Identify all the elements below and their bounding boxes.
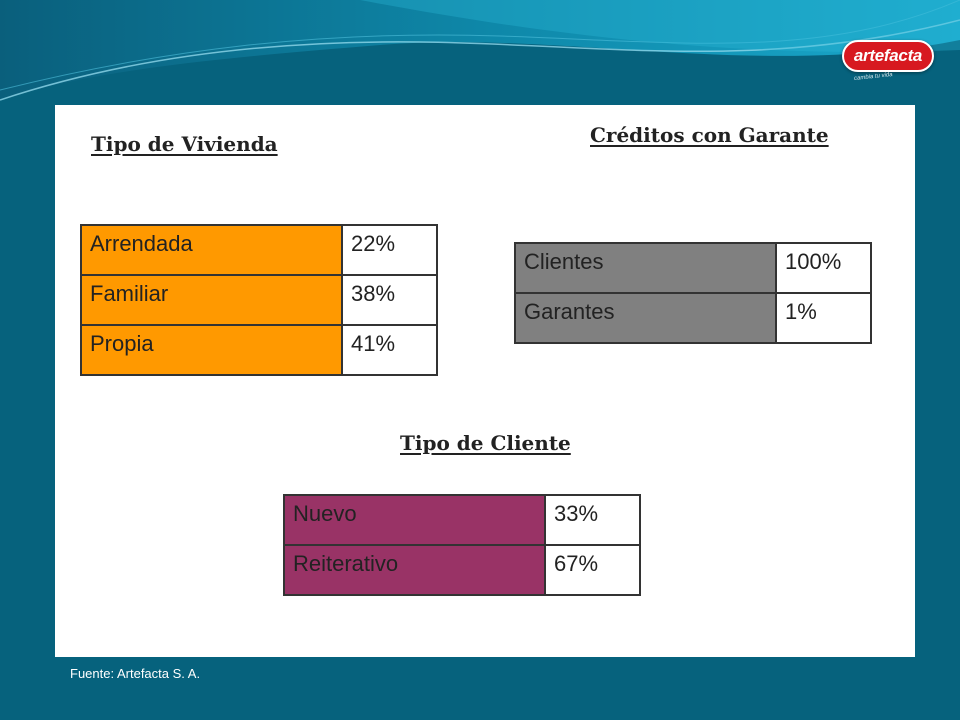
table-row: Reiterativo 67%	[283, 544, 641, 596]
table-row: Arrendada 22%	[80, 224, 438, 276]
vivienda-value-familiar: 38%	[341, 274, 438, 326]
header-wave-decoration	[0, 0, 960, 120]
cliente-value-reiterativo: 67%	[544, 544, 641, 596]
logo-tagline: cambia tu vida	[853, 71, 893, 83]
vivienda-label-familiar: Familiar	[80, 274, 343, 326]
vivienda-label-propia: Propia	[80, 324, 343, 376]
vivienda-value-propia: 41%	[341, 324, 438, 376]
content-panel: Tipo de Vivienda Arrendada 22% Familiar …	[55, 105, 915, 657]
garante-label-garantes: Garantes	[514, 292, 777, 344]
vivienda-label-arrendada: Arrendada	[80, 224, 343, 276]
cliente-label-reiterativo: Reiterativo	[283, 544, 546, 596]
cliente-value-nuevo: 33%	[544, 494, 641, 546]
garante-table: Clientes 100% Garantes 1%	[514, 242, 872, 344]
vivienda-table: Arrendada 22% Familiar 38% Propia 41%	[80, 224, 438, 376]
cliente-title: Tipo de Cliente	[400, 431, 571, 455]
artefacta-logo: artefacta cambia tu vida	[842, 36, 934, 86]
logo-text: artefacta	[842, 40, 934, 72]
table-row: Garantes 1%	[514, 292, 872, 344]
vivienda-value-arrendada: 22%	[341, 224, 438, 276]
garante-title: Créditos con Garante	[590, 123, 829, 147]
source-footnote: Fuente: Artefacta S. A.	[70, 666, 201, 681]
cliente-table: Nuevo 33% Reiterativo 67%	[283, 494, 641, 596]
table-row: Familiar 38%	[80, 274, 438, 326]
table-row: Nuevo 33%	[283, 494, 641, 546]
table-row: Clientes 100%	[514, 242, 872, 294]
table-row: Propia 41%	[80, 324, 438, 376]
vivienda-title: Tipo de Vivienda	[91, 132, 278, 156]
garante-value-clientes: 100%	[775, 242, 872, 294]
cliente-label-nuevo: Nuevo	[283, 494, 546, 546]
garante-label-clientes: Clientes	[514, 242, 777, 294]
garante-value-garantes: 1%	[775, 292, 872, 344]
